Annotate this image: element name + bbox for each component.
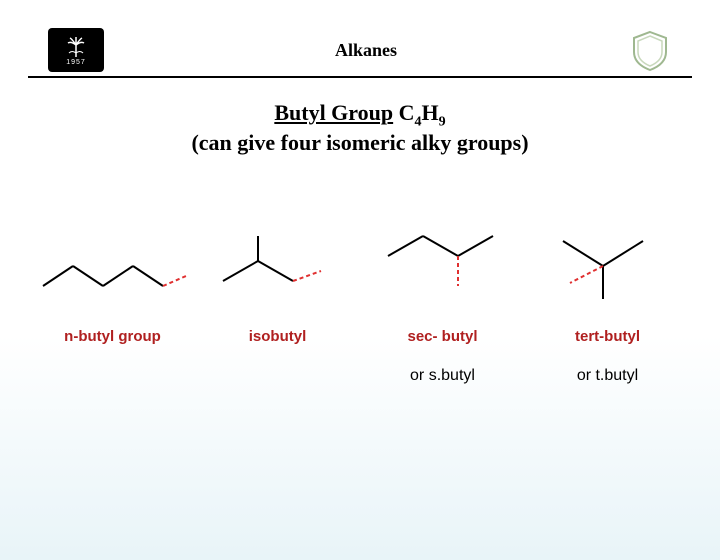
formula-c: C [393,100,414,125]
subtitle-line2: (can give four isomeric alky groups) [0,130,720,156]
label-sec-butyl: sec- butyl [360,328,525,345]
alt-labels-row: or s.butylor t.butyl [0,367,720,385]
subtitle-line1: Butyl Group C4H9 [0,100,720,130]
formula-sub1: 4 [415,114,422,129]
structure-tert-butyl [525,231,690,306]
label-tert-butyl: tert-butyl [525,328,690,345]
alt-label-isobutyl [195,367,360,385]
shield-logo-right [628,28,672,72]
alt-label-sec-butyl: or s.butyl [360,367,525,385]
labels-row: n-butyl groupisobutylsec- butyltert-buty… [0,328,720,345]
formula-h: H [422,100,439,125]
subtitle-block: Butyl Group C4H9 (can give four isomeric… [0,100,720,156]
structure-sec-butyl [360,231,525,306]
subtitle-underlined: Butyl Group [274,100,393,125]
alt-label-tert-butyl: or t.butyl [525,367,690,385]
logo-year: 1957 [66,59,86,66]
structure-isobutyl [195,236,360,306]
palm-tree-icon [65,35,87,57]
structure-n-butyl [30,236,195,306]
label-n-butyl: n-butyl group [30,328,195,345]
structures-row [0,216,720,306]
university-logo-left: 1957 [48,28,104,72]
page-title: Alkanes [104,40,628,61]
alt-label-n-butyl [30,367,195,385]
header-bar: 1957 Alkanes [28,20,692,78]
label-isobutyl: isobutyl [195,328,360,345]
formula-sub2: 9 [439,114,446,129]
